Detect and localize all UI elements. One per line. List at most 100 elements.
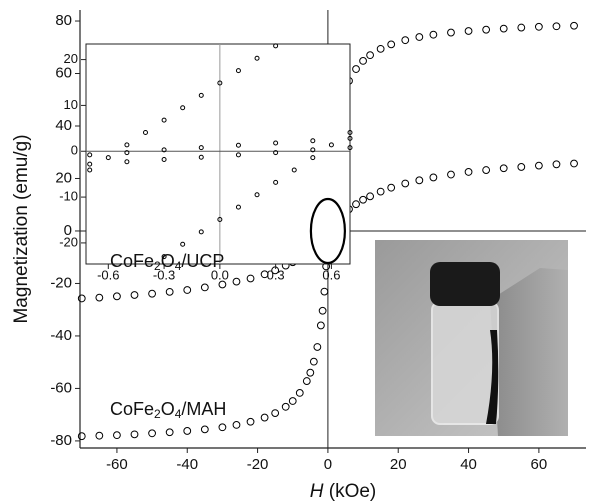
data-point: [200, 425, 209, 434]
data-point: [376, 44, 385, 53]
data-point: [161, 157, 167, 162]
data-point: [306, 368, 315, 377]
data-point: [464, 27, 473, 35]
zoom-ellipse: [309, 197, 347, 265]
x-tick-label: 0.0: [211, 267, 229, 282]
data-point: [552, 22, 561, 31]
data-point: [309, 357, 318, 366]
data-point: [302, 377, 311, 385]
data-point: [447, 170, 455, 179]
data-point: [165, 287, 174, 296]
data-point: [95, 293, 104, 302]
data-point: [183, 427, 192, 435]
data-point: [291, 167, 297, 173]
data-point: [288, 397, 297, 405]
data-point: [218, 423, 227, 432]
data-point: [415, 176, 424, 185]
data-point: [246, 417, 255, 426]
data-point: [366, 51, 374, 60]
y-tick-label: 0: [64, 222, 72, 239]
series-label: CoFe2O4/MAH: [110, 399, 226, 421]
data-point: [295, 388, 304, 397]
series-label: CoFe2O4/UCP: [110, 251, 224, 273]
data-point: [352, 65, 360, 73]
data-point: [281, 402, 290, 411]
data-point: [232, 277, 241, 286]
x-tick-label: 20: [390, 456, 407, 473]
data-point: [482, 25, 491, 34]
data-point: [217, 80, 223, 86]
data-point: [183, 286, 192, 294]
data-point: [77, 432, 86, 441]
data-point: [124, 142, 130, 148]
data-point: [320, 287, 329, 296]
data-point: [429, 30, 438, 39]
data-point: [499, 164, 508, 173]
y-tick-label: -10: [59, 189, 78, 204]
inset-plot: -20 -10 0 10 20 -0.6 -0.3 0.0 0.3 0.6: [59, 43, 353, 282]
data-point: [534, 22, 543, 31]
data-point: [316, 321, 325, 330]
data-point: [352, 200, 360, 209]
data-point: [499, 24, 508, 33]
data-point: [235, 68, 241, 74]
data-point: [113, 292, 121, 301]
data-point: [200, 283, 209, 292]
data-point: [180, 241, 186, 247]
vial-body: [431, 301, 499, 425]
x-tick-label: -40: [176, 456, 198, 473]
y-tick-label: 20: [55, 169, 72, 186]
data-point: [517, 163, 526, 171]
data-point: [359, 195, 367, 204]
inset-frame: [85, 43, 351, 265]
vial-cap: [430, 262, 500, 306]
data-point: [95, 431, 104, 440]
data-point: [161, 254, 167, 260]
data-point: [180, 105, 186, 111]
x-tick-label: -60: [106, 456, 128, 473]
data-point: [161, 147, 167, 153]
data-point: [148, 429, 156, 438]
data-point: [318, 306, 327, 315]
y-axis-title: Magnetization (emu/g): [11, 134, 32, 323]
data-point: [87, 152, 93, 158]
data-point: [235, 204, 241, 210]
data-point: [260, 270, 269, 279]
data-point: [387, 40, 396, 49]
y-tick-label: -20: [59, 234, 78, 249]
data-point: [198, 229, 204, 235]
data-point: [570, 159, 578, 168]
data-point: [273, 179, 279, 185]
data-point: [246, 274, 255, 283]
data-point: [376, 187, 385, 196]
y-tick-label: 60: [55, 64, 72, 81]
data-point: [359, 57, 367, 65]
data-point: [271, 409, 280, 417]
particles: [486, 330, 499, 424]
data-point: [142, 129, 148, 135]
data-point: [218, 280, 227, 289]
data-point: [124, 159, 130, 165]
y-tick-label: -40: [50, 327, 72, 344]
data-point: [347, 129, 353, 135]
data-point: [235, 142, 241, 148]
x-tick-label: 0.3: [267, 267, 285, 282]
x-tick-label: -0.6: [97, 267, 119, 282]
y-tick-label: 20: [64, 51, 78, 66]
data-point: [464, 168, 473, 176]
data-point: [148, 289, 156, 298]
data-point: [198, 145, 204, 151]
data-point: [401, 36, 410, 45]
data-point: [347, 145, 353, 151]
data-point: [273, 150, 279, 156]
data-point: [198, 154, 204, 160]
data-point: [105, 155, 111, 161]
data-point: [217, 217, 223, 223]
data-point: [552, 160, 561, 169]
data-point: [113, 431, 121, 440]
data-point: [328, 142, 334, 148]
data-point: [273, 140, 279, 146]
x-tick-label: 60: [531, 456, 548, 473]
